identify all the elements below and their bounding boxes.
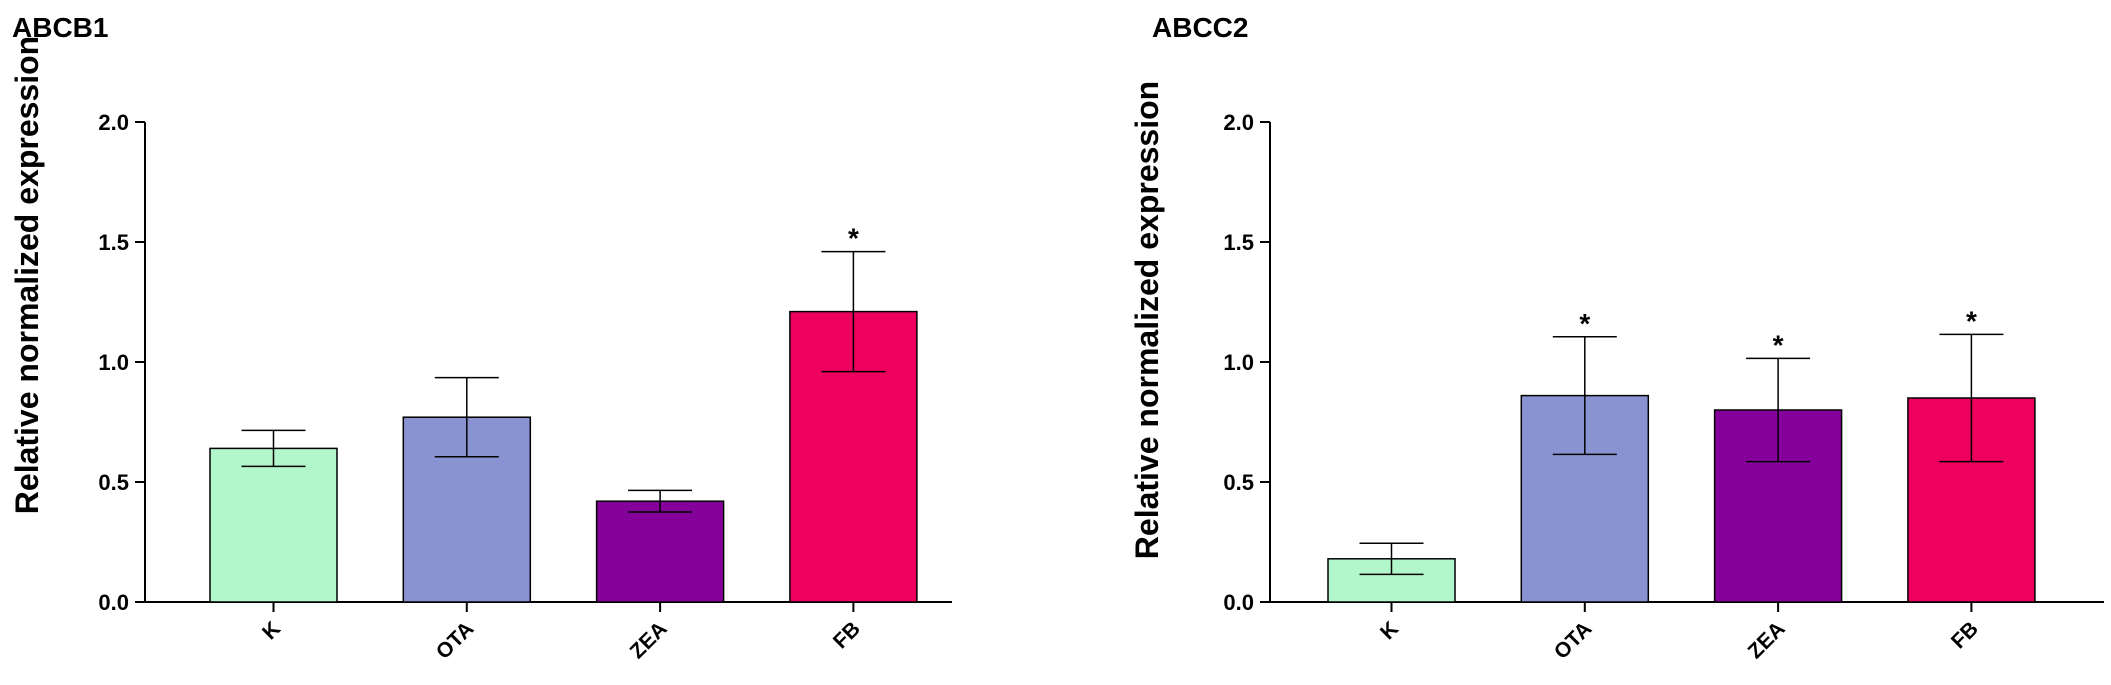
significance-mark: *: [1579, 308, 1590, 339]
y-axis-label: Relative normalized expression: [9, 36, 45, 514]
x-tick-label: ZEA: [1744, 617, 1790, 663]
panel-abcb1: ABCB1 Relative normalized expression 0.0…: [9, 12, 952, 664]
panel-abcc2: ABCC2 Relative normalized expression 0.0…: [1129, 12, 2104, 664]
y-tick-label: 1.5: [98, 230, 129, 255]
x-tick-label: K: [258, 617, 285, 644]
bar-zea: [595, 500, 725, 603]
y-tick-label: 1.0: [98, 350, 129, 375]
y-tick-label: 2.0: [1223, 110, 1254, 135]
y-tick-label: 2.0: [98, 110, 129, 135]
x-tick-label: ZEA: [626, 617, 672, 663]
y-tick-label: 0.0: [1223, 590, 1254, 615]
significance-mark: *: [848, 223, 859, 254]
y-tick-label: 1.5: [1223, 230, 1254, 255]
significance-mark: *: [1966, 305, 1977, 336]
x-tick-label: OTA: [432, 617, 479, 664]
chart-title: ABCC2: [1152, 12, 1248, 43]
y-tick-label: 0.0: [98, 590, 129, 615]
chart-title: ABCB1: [12, 12, 108, 43]
bar-k: [209, 447, 338, 603]
x-tick-label: FB: [829, 617, 865, 653]
x-tick-label: K: [1376, 617, 1403, 644]
x-tick-label: FB: [1947, 617, 1983, 653]
y-tick-label: 1.0: [1223, 350, 1254, 375]
y-axis-label: Relative normalized expression: [1129, 81, 1165, 559]
y-tick-label: 0.5: [98, 470, 129, 495]
y-tick-label: 0.5: [1223, 470, 1254, 495]
significance-mark: *: [1773, 329, 1784, 360]
x-tick-label: OTA: [1550, 617, 1597, 664]
